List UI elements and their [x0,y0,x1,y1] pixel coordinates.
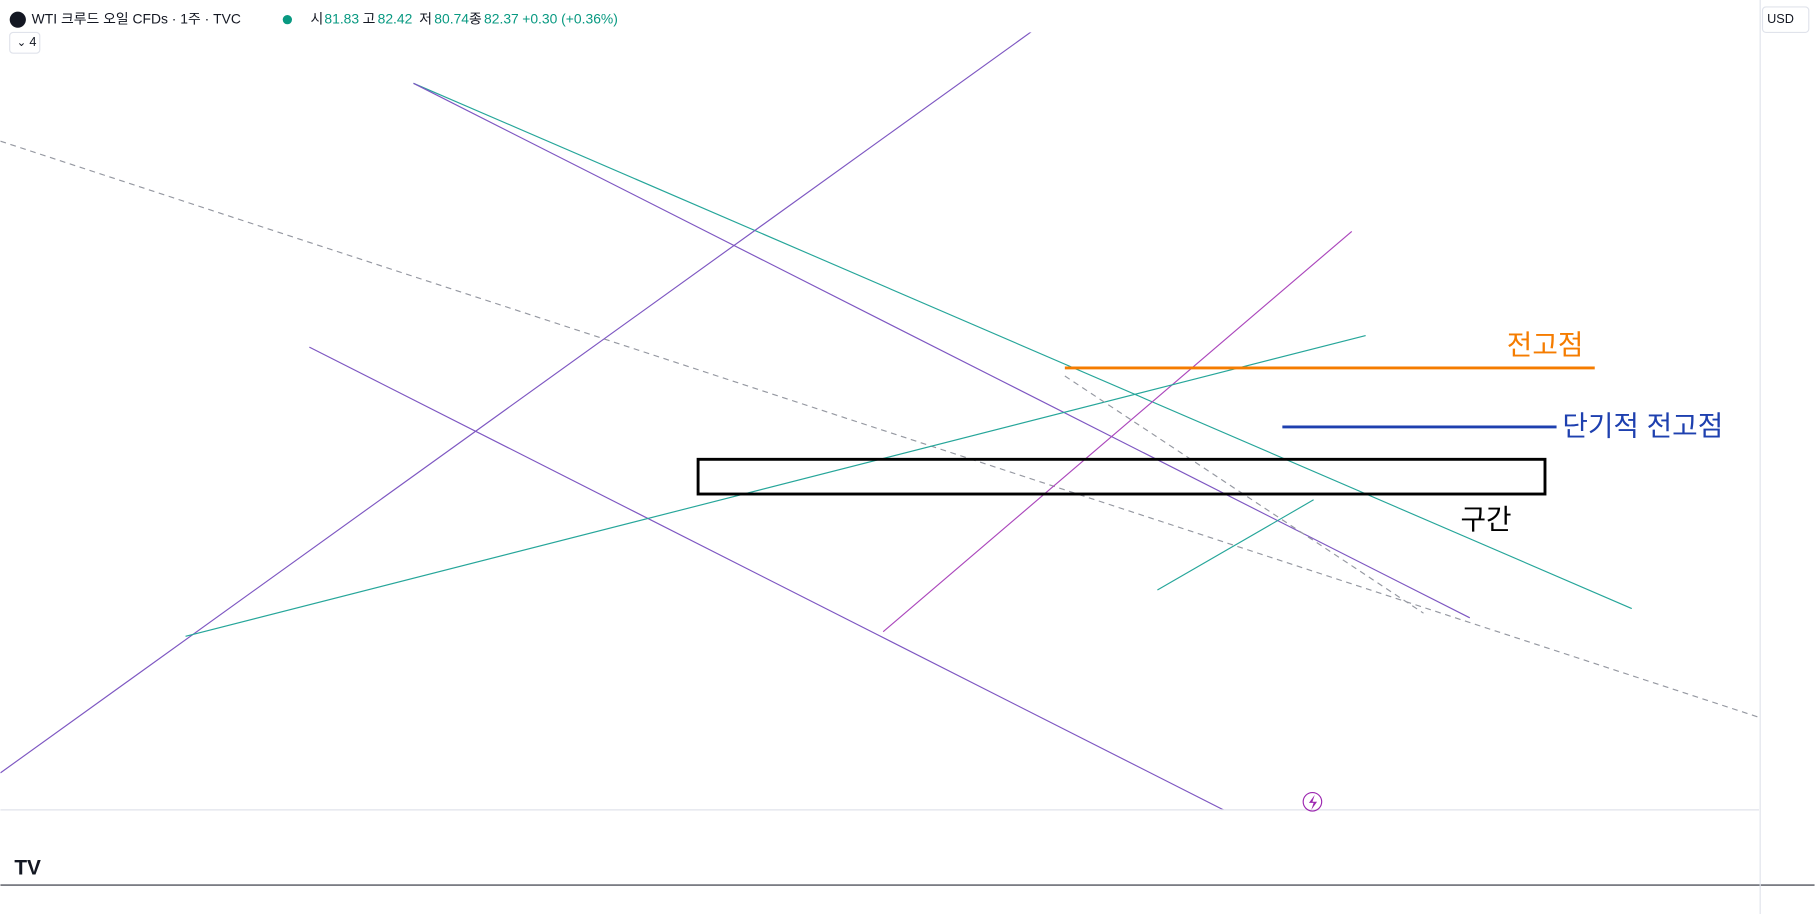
ohlc-label: 종 [469,10,482,26]
symbol-icon [9,11,26,28]
trend-line [0,140,1760,718]
zone-box [696,457,1547,496]
change: +0.30 (+0.36%) [522,10,618,26]
symbol: WTI 크루드 오일 CFDs · 1주 · TVC [32,10,241,26]
indicator-count: 4 [29,34,36,49]
ohlc-label: 저 [419,10,432,26]
currency: USD [1767,11,1794,26]
trend-line [0,32,1032,774]
trend-line [413,82,1632,610]
trend-line [185,334,1366,637]
indicator-toggle[interactable] [9,31,41,54]
annotation: 전고점 [1507,329,1584,360]
ohlc-value: 82.37 [484,10,519,26]
ohlc-value: 80.74 [434,10,469,26]
trend-line [413,82,1471,619]
ohlc-value: 81.83 [324,10,359,26]
header: WTI 크루드 오일 CFDs · 1주 · TVC 시 81.83 고 82.… [9,6,1810,54]
ohlc-label: 고 [363,10,376,26]
trend-lines [0,32,1760,810]
annotation: 단기적 전고점 [1562,410,1723,441]
indicator-chevron: ⌄ [17,37,27,49]
event-icon[interactable] [1302,791,1323,812]
trend-line [309,346,1225,810]
event-icon-bolt [1308,794,1318,810]
ohlc-value: 82.42 [378,10,413,26]
trend-line [882,230,1353,633]
currency-button[interactable] [1761,6,1810,33]
ohlc-label: 시 [311,10,324,26]
logo: TV [14,856,41,879]
annotation: 구간 [1461,504,1512,535]
status-dot [282,15,292,25]
trend-line [1157,499,1314,591]
trend-line [1064,375,1424,614]
